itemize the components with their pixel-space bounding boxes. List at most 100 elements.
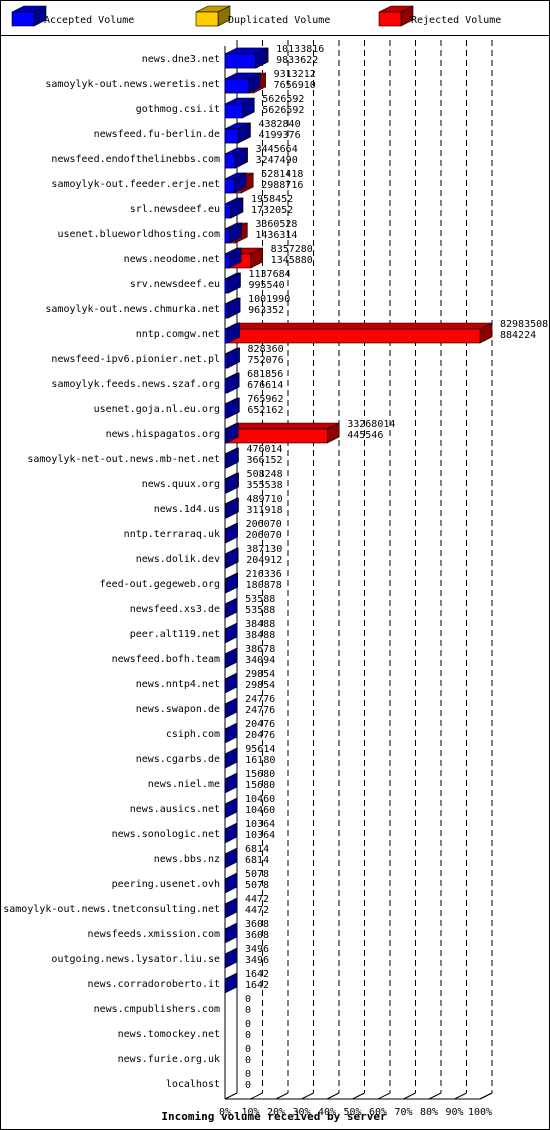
accepted-label: 24776 xyxy=(245,705,275,716)
total-label: 82983508 xyxy=(500,319,548,330)
accepted-label: 3496 xyxy=(245,955,269,966)
server-label: news.hispagatos.org xyxy=(106,429,220,440)
accepted-bar xyxy=(224,647,238,669)
legend-swatch xyxy=(195,5,231,27)
server-label: srl.newsdeef.eu xyxy=(130,204,220,215)
accepted-label: 5626592 xyxy=(262,105,304,116)
legend-item: Rejected Volume xyxy=(378,5,501,27)
total-label: 828360 xyxy=(248,344,284,355)
accepted-label: 10460 xyxy=(245,805,275,816)
total-label: 10133816 xyxy=(276,44,324,55)
accepted-label: 445546 xyxy=(347,430,383,441)
accepted-bar xyxy=(224,522,238,544)
accepted-bar xyxy=(224,197,243,219)
server-label: outgoing.news.lysator.liu.se xyxy=(51,954,220,965)
legend-item: Accepted Volume xyxy=(11,5,134,27)
accepted-bar xyxy=(224,722,238,744)
server-label: news.bbs.nz xyxy=(154,854,220,865)
total-label: 5626592 xyxy=(262,94,304,105)
rejected-bar-top xyxy=(224,322,493,330)
server-label: newsfeeds.xmission.com xyxy=(88,929,220,940)
accepted-bar-front xyxy=(224,178,235,194)
accepted-bar xyxy=(224,222,242,244)
legend-label: Duplicated Volume xyxy=(228,15,330,26)
accepted-label: 15680 xyxy=(245,780,275,791)
server-label: usenet.blueworldhosting.com xyxy=(57,229,220,240)
server-label: news.neodome.net xyxy=(124,254,220,265)
accepted-bar xyxy=(224,922,238,944)
bar-row: news.furie.org.uk 00 xyxy=(118,1044,251,1066)
accepted-label: 0 xyxy=(245,1005,251,1016)
x-tick xyxy=(301,1092,314,1100)
legend-label: Accepted Volume xyxy=(44,15,134,26)
accepted-label: 652162 xyxy=(247,405,283,416)
accepted-label: 0 xyxy=(245,1080,251,1091)
total-label: 8357280 xyxy=(271,244,313,255)
accepted-label: 6814 xyxy=(245,855,269,866)
server-label: news.dne3.net xyxy=(142,54,220,65)
server-label: news.sonologic.net xyxy=(112,829,220,840)
accepted-label: 9833622 xyxy=(276,55,318,66)
total-label: 15680 xyxy=(245,769,275,780)
accepted-label: 7656910 xyxy=(274,80,316,91)
accepted-bar xyxy=(224,847,238,869)
accepted-bar xyxy=(224,97,255,119)
rejected-bar xyxy=(224,322,493,344)
accepted-bar xyxy=(224,372,240,394)
x-tick xyxy=(326,1092,340,1100)
accepted-bar-front xyxy=(224,528,226,544)
server-label: localhost xyxy=(166,1079,220,1090)
server-label: samoylyk-out.news.weretis.net xyxy=(45,79,220,90)
x-tick xyxy=(479,1092,493,1100)
accepted-bar-front xyxy=(224,228,230,244)
x-tick xyxy=(352,1092,365,1100)
server-label: peering.usenet.ovh xyxy=(112,879,220,890)
server-label: usenet.goja.nl.eu.org xyxy=(94,404,220,415)
total-label: 489710 xyxy=(247,494,283,505)
x-tick xyxy=(224,1092,238,1100)
server-label: news.cmpublishers.com xyxy=(94,1004,220,1015)
accepted-bar xyxy=(224,422,239,444)
x-tick xyxy=(454,1092,467,1100)
accepted-label: 5078 xyxy=(245,880,269,891)
accepted-bar-front xyxy=(224,353,228,369)
total-label: 5078 xyxy=(245,869,269,880)
accepted-bar xyxy=(224,447,239,469)
accepted-bar xyxy=(224,297,241,319)
total-label: 4472 xyxy=(245,894,269,905)
total-label: 681856 xyxy=(247,369,283,380)
total-label: 1958452 xyxy=(251,194,293,205)
accepted-label: 884224 xyxy=(500,330,536,341)
accepted-label: 38488 xyxy=(245,630,275,641)
rejected-bar-front xyxy=(224,428,328,444)
accepted-label: 3247490 xyxy=(256,155,298,166)
total-label: 216336 xyxy=(246,569,282,580)
server-label: newsfeed.xs3.de xyxy=(130,604,220,615)
server-label: news.tomockey.net xyxy=(118,1029,220,1040)
accepted-bar-front xyxy=(224,378,228,394)
accepted-bar-front xyxy=(224,253,230,269)
accepted-label: 204912 xyxy=(246,555,282,566)
server-label: nntp.terraraq.uk xyxy=(124,529,220,540)
accepted-bar-front xyxy=(224,553,226,569)
bar-row: samoylyk-out.feeder.erje.net 528141829887… xyxy=(51,169,303,194)
accepted-bar xyxy=(224,597,238,619)
legend: Accepted Volume Duplicated Volume Rejected… xyxy=(11,5,501,27)
total-label: 387130 xyxy=(246,544,282,555)
x-tick xyxy=(403,1092,416,1100)
x-tick-label: 80% xyxy=(420,1107,438,1118)
server-label: peer.alt119.net xyxy=(130,629,220,640)
